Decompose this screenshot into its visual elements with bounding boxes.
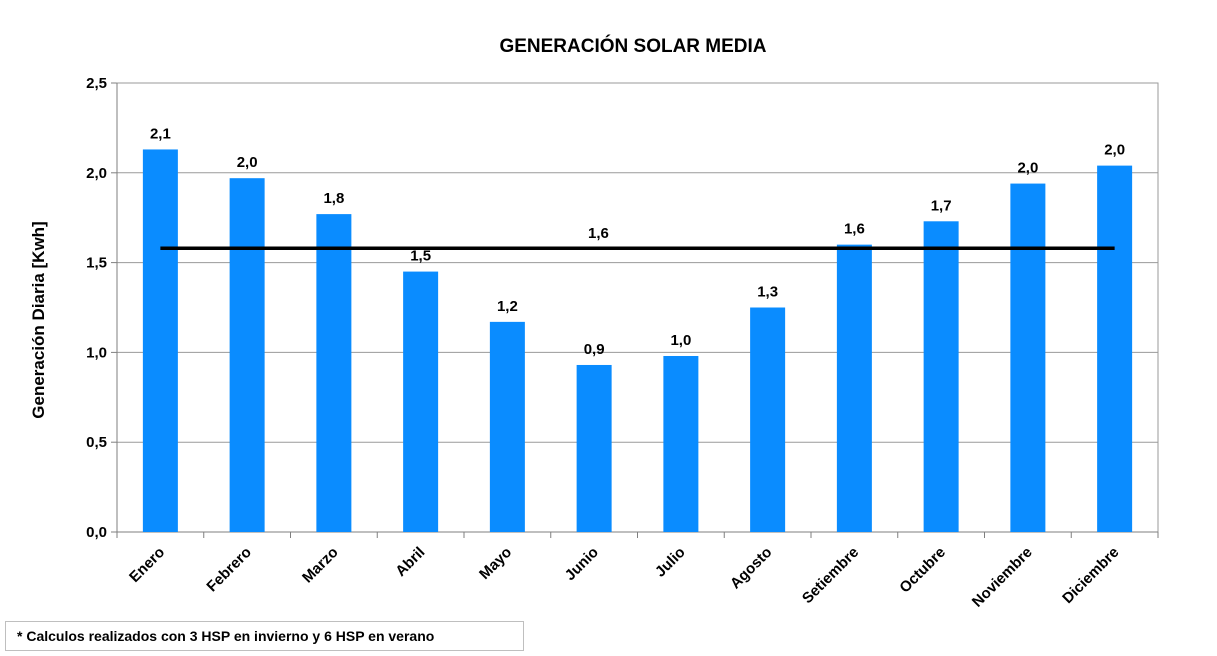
y-tick-labels: 0,0 0,5 1,0 1,5 2,0 2,5	[86, 75, 107, 541]
x-tick-label: Julio	[652, 544, 689, 581]
gridlines	[117, 82, 1158, 533]
chart-title: GENERACIÓN SOLAR MEDIA	[499, 35, 766, 57]
bar-data-label: 1,0	[670, 332, 691, 349]
x-tick-label: Diciembre	[1059, 544, 1122, 607]
bar	[489, 321, 525, 532]
x-tick-label: Noviembre	[969, 544, 1036, 611]
bar-data-label: 1,6	[844, 221, 865, 238]
bar	[1097, 165, 1133, 532]
data-labels: 2,1 2,0 1,8 1,5 1,2 0,9 1,0 1,3 1,6 1,7 2,0 2,0 1,6	[150, 125, 1125, 358]
y-axis-title: Generación Diaria [Kwh]	[29, 221, 48, 418]
x-tick-label: Junio	[562, 544, 602, 584]
x-tick-labels: Enero Febrero Marzo Abril Mayo Junio Julio Agos…	[126, 544, 1122, 611]
y-tick-label: 0,0	[86, 524, 107, 541]
footnote: * Calculos realizados con 3 HSP en invie…	[5, 621, 524, 651]
y-tick-label: 0,5	[86, 434, 107, 451]
bar-data-label: 0,9	[584, 341, 605, 358]
bar	[923, 221, 959, 533]
bar-data-label: 1,8	[323, 190, 344, 207]
bar	[229, 178, 265, 533]
bar	[316, 214, 352, 532]
bar	[142, 149, 178, 532]
bar-data-label: 1,5	[410, 248, 431, 265]
bar-data-label: 2,1	[150, 125, 171, 142]
bar	[836, 244, 872, 532]
x-tick-label: Mayo	[476, 544, 515, 583]
y-tick-label: 1,0	[86, 344, 107, 361]
y-tick-label: 2,0	[86, 165, 107, 182]
bar	[403, 271, 439, 532]
axes	[111, 82, 1159, 538]
bars	[142, 149, 1133, 533]
x-tick-label: Setiembre	[799, 544, 862, 607]
bar-data-label: 2,0	[1104, 142, 1125, 159]
x-tick-label: Febrero	[203, 544, 255, 596]
x-tick-label: Enero	[126, 544, 168, 586]
plot-area-border	[116, 82, 1159, 533]
bar-data-label: 1,7	[931, 197, 952, 214]
bar-data-label: 2,0	[1017, 160, 1038, 177]
bar	[1010, 183, 1046, 533]
bar-data-label: 1,3	[757, 284, 778, 301]
bar-data-label: 2,0	[237, 154, 258, 171]
x-tick-label: Agosto	[727, 544, 776, 593]
x-tick-label: Octubre	[896, 544, 949, 597]
y-tick-label: 1,5	[86, 255, 107, 272]
x-tick-label: Marzo	[299, 544, 342, 587]
bar	[576, 364, 612, 532]
x-tick-label: Abril	[392, 544, 428, 580]
bar-data-label: 1,2	[497, 298, 518, 315]
average-line-label: 1,6	[588, 225, 609, 242]
bar	[750, 307, 786, 532]
y-tick-label: 2,5	[86, 75, 107, 92]
bar	[663, 355, 699, 532]
